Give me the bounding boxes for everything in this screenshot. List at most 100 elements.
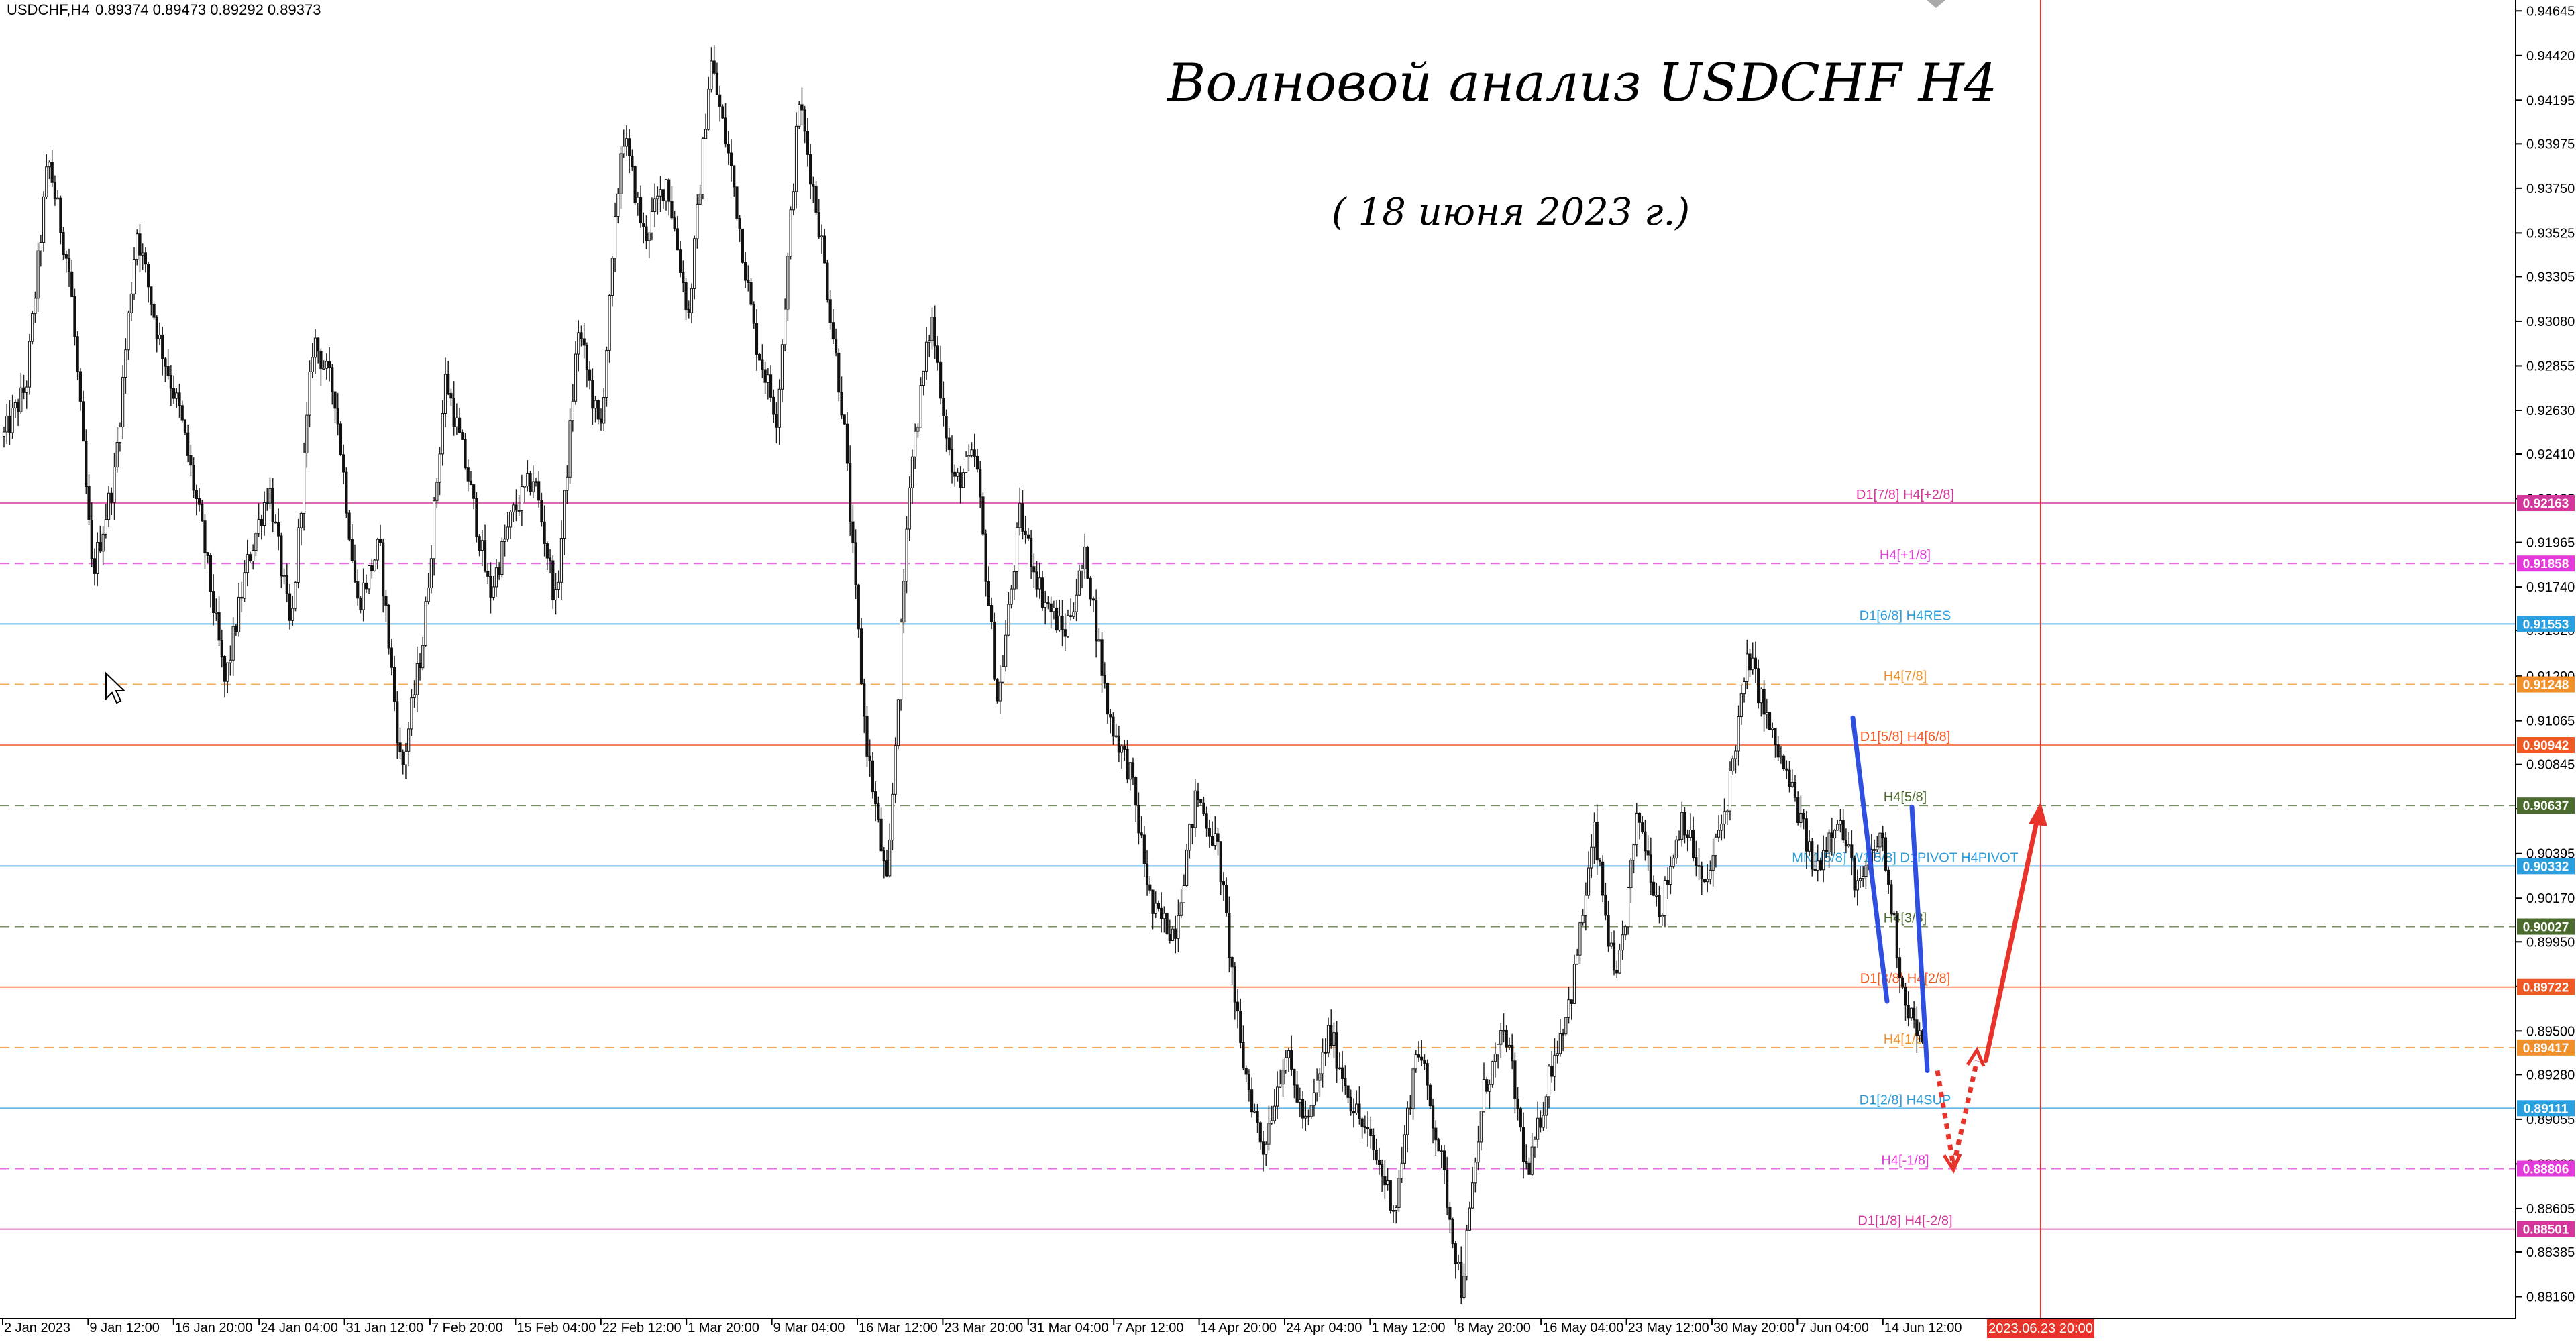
chart-shift-marker-icon[interactable] — [1927, 0, 1945, 8]
candle-body — [1024, 530, 1027, 535]
candle-body — [1827, 832, 1831, 853]
candle-body — [1578, 922, 1582, 956]
candle-body — [243, 572, 246, 599]
candle-body — [656, 195, 659, 199]
candle-body — [226, 662, 229, 682]
candle-body — [758, 353, 761, 361]
candle-body — [36, 250, 40, 299]
forecast-arrow-head — [1942, 1153, 1962, 1174]
candle-body — [625, 138, 629, 147]
candle-body — [1448, 1207, 1452, 1220]
price-tick-label: 0.90395 — [2526, 847, 2575, 862]
candle-body — [494, 567, 498, 588]
candle-body — [1649, 854, 1652, 883]
candle-body — [508, 511, 513, 528]
candle-body — [480, 540, 484, 551]
candle-body — [101, 533, 105, 552]
candle-body — [738, 218, 741, 229]
chart-title[interactable]: Волновой анализ USDCHF H4 — [1166, 53, 1997, 113]
candle-body — [325, 361, 328, 369]
candle-body — [1660, 915, 1664, 917]
candle-body — [1142, 834, 1146, 864]
candle-body — [1918, 1030, 1921, 1036]
candle-body — [1403, 1134, 1406, 1164]
wave-line[interactable] — [1850, 715, 1890, 1004]
candle-body — [659, 189, 662, 197]
candle-body — [1474, 1162, 1477, 1184]
candle-body — [1776, 744, 1780, 758]
candle-body — [800, 104, 804, 111]
candle-body — [1711, 855, 1715, 871]
candle-body — [166, 366, 170, 376]
candle-body — [902, 581, 906, 623]
candle-body — [396, 701, 399, 744]
price-tag — [2517, 1160, 2575, 1177]
candle-body — [531, 481, 535, 492]
candle-body — [650, 211, 654, 233]
price-tag-label: 0.92163 — [2523, 497, 2569, 511]
candle-body — [311, 357, 314, 372]
candle-body — [28, 341, 32, 388]
candle-body — [189, 455, 193, 466]
candle-body — [1488, 1084, 1491, 1092]
price-tag — [2517, 676, 2575, 693]
candle-body — [262, 502, 266, 526]
price-tags: 0.92163 0.91858 0.91553 0.91248 0.90942 0.906… — [2517, 495, 2575, 1237]
candle-body — [1061, 616, 1064, 630]
candle-body — [693, 238, 696, 289]
candle-body — [1281, 1070, 1285, 1085]
candle-body — [1655, 895, 1658, 897]
candle-body — [733, 165, 736, 188]
candle-body — [894, 745, 897, 795]
candle-body — [1247, 1074, 1251, 1091]
candle-body — [1193, 790, 1197, 828]
candle-body — [1426, 1063, 1429, 1086]
candle-body — [670, 201, 674, 219]
candle-body — [794, 125, 798, 192]
candle-body — [87, 486, 91, 521]
candle-body — [1114, 735, 1118, 738]
candle-body — [1465, 1229, 1468, 1277]
candle-body — [1505, 1029, 1508, 1048]
candle-body — [545, 543, 549, 559]
candle-body — [928, 340, 931, 343]
time-tick-label: 23 May 12:00 — [1628, 1321, 1709, 1335]
chart-subtitle[interactable]: ( 18 июня 2023 г.) — [1332, 190, 1690, 234]
candle-body — [789, 209, 792, 257]
candle-body — [1590, 846, 1593, 869]
candle-body — [1287, 1050, 1291, 1058]
candle-body — [223, 656, 227, 682]
candle-body — [537, 481, 541, 501]
candle-body — [169, 375, 172, 389]
wave-line[interactable] — [1909, 804, 1930, 1073]
candle-body — [70, 271, 74, 298]
candle-body — [1768, 712, 1772, 730]
candle-body — [274, 521, 278, 524]
candle-body — [599, 418, 603, 424]
candle-body — [1754, 657, 1758, 669]
candle-body — [1270, 1120, 1273, 1124]
candle-body — [297, 527, 300, 583]
candle-body — [322, 368, 325, 370]
candle-body — [1762, 689, 1766, 715]
candle-body — [924, 341, 928, 372]
candle-body — [1026, 534, 1030, 539]
candle-body — [1126, 748, 1129, 780]
candle-body — [1423, 1060, 1426, 1064]
candle-body — [933, 317, 936, 347]
candle-body — [1709, 869, 1712, 880]
candle-body — [237, 596, 241, 632]
candle-body — [515, 504, 518, 511]
candle-body — [826, 262, 829, 300]
candle-body — [268, 488, 272, 504]
level-label: D1[2/8] H4SUP — [1860, 1093, 1951, 1107]
candle-body — [1420, 1056, 1424, 1061]
candle-body — [158, 334, 162, 339]
forecast-arrow-line[interactable] — [1983, 806, 2042, 1064]
time-tick-label: 14 Jun 12:00 — [1884, 1321, 1962, 1335]
forecast-arrow-head — [1966, 1046, 1986, 1067]
candle-body — [755, 323, 759, 355]
candle-body — [1335, 1032, 1338, 1069]
